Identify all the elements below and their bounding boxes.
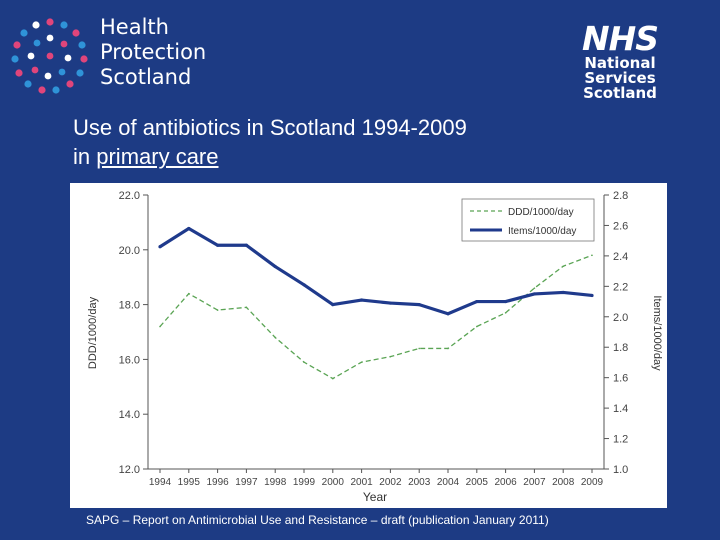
data-point-ddd — [447, 347, 449, 350]
x-tick-label: 2004 — [437, 477, 460, 488]
data-point-ddd — [274, 336, 276, 339]
x-tick-label: 2007 — [523, 477, 546, 488]
y-tick-label: 18.0 — [119, 300, 140, 312]
nhs-name-line-2: Services — [584, 69, 656, 87]
x-tick-label: 2006 — [494, 477, 517, 488]
data-point-ddd — [188, 292, 190, 295]
y-tick-label: 14.0 — [119, 409, 140, 421]
y2-axis-title: Items/1000/day — [651, 295, 663, 371]
nhs-name-line-3: Scotland — [583, 84, 657, 102]
data-point-ddd — [159, 325, 161, 328]
y2-tick-label: 1.2 — [613, 434, 628, 446]
y-axis-title: DDD/1000/day — [87, 296, 99, 369]
x-tick-label: 1998 — [264, 477, 287, 488]
data-point-ddd — [418, 347, 421, 350]
x-tick-label: 1999 — [293, 477, 316, 488]
data-point-items — [158, 245, 162, 249]
hps-dot-logo — [11, 18, 88, 94]
x-tick-label: 1997 — [235, 477, 258, 488]
data-point-ddd — [504, 312, 507, 314]
data-point-ddd — [245, 306, 248, 309]
data-point-items — [331, 303, 335, 307]
x-tick-label: 2001 — [350, 477, 373, 488]
y2-tick-label: 2.8 — [613, 190, 628, 202]
data-point-ddd — [476, 325, 478, 328]
nhs-name-line-1: National — [584, 54, 656, 72]
y2-tick-label: 1.6 — [613, 373, 628, 385]
series-line-items — [159, 226, 593, 316]
data-point-ddd — [591, 254, 593, 257]
title-underlined: primary care — [96, 144, 219, 169]
data-point-items — [561, 290, 565, 295]
y-tick-label: 20.0 — [119, 245, 140, 257]
y-tick-label: 22.0 — [119, 190, 140, 202]
title-prefix: in — [73, 144, 97, 169]
source-note: SAPG – Report on Antimicrobial Use and R… — [86, 513, 549, 527]
y2-tick-label: 2.4 — [613, 251, 628, 263]
series-line-ddd — [159, 254, 593, 380]
y2-tick-label: 1.0 — [613, 464, 628, 476]
x-tick-label: 2005 — [466, 477, 489, 488]
y2-tick-label: 2.6 — [613, 220, 628, 232]
slide-title-line-2: in primary care — [73, 142, 467, 171]
data-point-ddd — [360, 361, 363, 363]
x-tick-label: 2002 — [379, 477, 402, 488]
data-point-ddd — [533, 287, 536, 289]
nhs-mark: NHS — [581, 19, 659, 58]
data-point-items — [504, 299, 508, 304]
data-point-items — [532, 292, 536, 296]
data-point-items — [302, 283, 306, 287]
y2-tick-label: 1.8 — [613, 342, 628, 354]
data-point-ddd — [332, 377, 334, 380]
data-point-items — [446, 312, 450, 316]
org-name-line-1: Health — [100, 15, 169, 39]
org-name-line-2: Protection — [100, 40, 207, 64]
slide-title: Use of antibiotics in Scotland 1994-2009… — [73, 113, 467, 171]
legend: DDD/1000/day Items/1000/day — [461, 198, 595, 242]
y-tick-label: 12.0 — [119, 464, 140, 476]
y2-tick-label: 1.4 — [613, 403, 628, 415]
legend-label-items: Items/1000/day — [508, 226, 576, 237]
data-point-items — [388, 301, 392, 305]
data-point-items — [187, 226, 191, 231]
x-tick-label: 1995 — [178, 477, 201, 488]
legend-label-ddd: DDD/1000/day — [508, 207, 574, 218]
data-point-items — [475, 299, 479, 304]
slide-title-line-1: Use of antibiotics in Scotland 1994-2009 — [73, 115, 467, 140]
data-point-items — [273, 264, 277, 269]
data-point-items — [244, 243, 248, 247]
y2-tick-label: 2.2 — [613, 281, 628, 293]
x-tick-label: 2008 — [552, 477, 575, 488]
data-point-ddd — [389, 355, 392, 358]
x-tick-label: 1996 — [206, 477, 229, 488]
x-tick-label: 1994 — [149, 477, 172, 488]
data-point-items — [590, 293, 594, 298]
x-tick-label: 2003 — [408, 477, 431, 488]
x-axis-title: Year — [363, 490, 387, 504]
data-point-ddd — [303, 361, 305, 363]
antibiotics-line-chart: 12.0 14.0 16.0 18.0 20.0 22.0 1.0 1.2 1.4 1.6 1.8 2… — [87, 190, 663, 504]
chart-panel: 12.0 14.0 16.0 18.0 20.0 22.0 1.0 1.2 1.4 1.6 1.8 2… — [70, 183, 667, 508]
y2-tick-label: 2.0 — [613, 312, 628, 324]
data-point-items — [216, 243, 220, 247]
data-point-ddd — [216, 309, 219, 311]
x-tick-label: 2000 — [322, 477, 345, 488]
data-point-ddd — [562, 265, 564, 268]
x-tick-label: 2009 — [581, 477, 604, 488]
data-point-items — [417, 303, 421, 307]
legend-box — [461, 198, 595, 242]
data-point-items — [360, 298, 364, 302]
org-name-line-3: Scotland — [100, 65, 192, 89]
y-tick-label: 16.0 — [119, 354, 140, 366]
org-name: Health Protection Scotland — [100, 15, 206, 90]
nhs-logo: NHS National Services Scotland — [581, 19, 659, 102]
